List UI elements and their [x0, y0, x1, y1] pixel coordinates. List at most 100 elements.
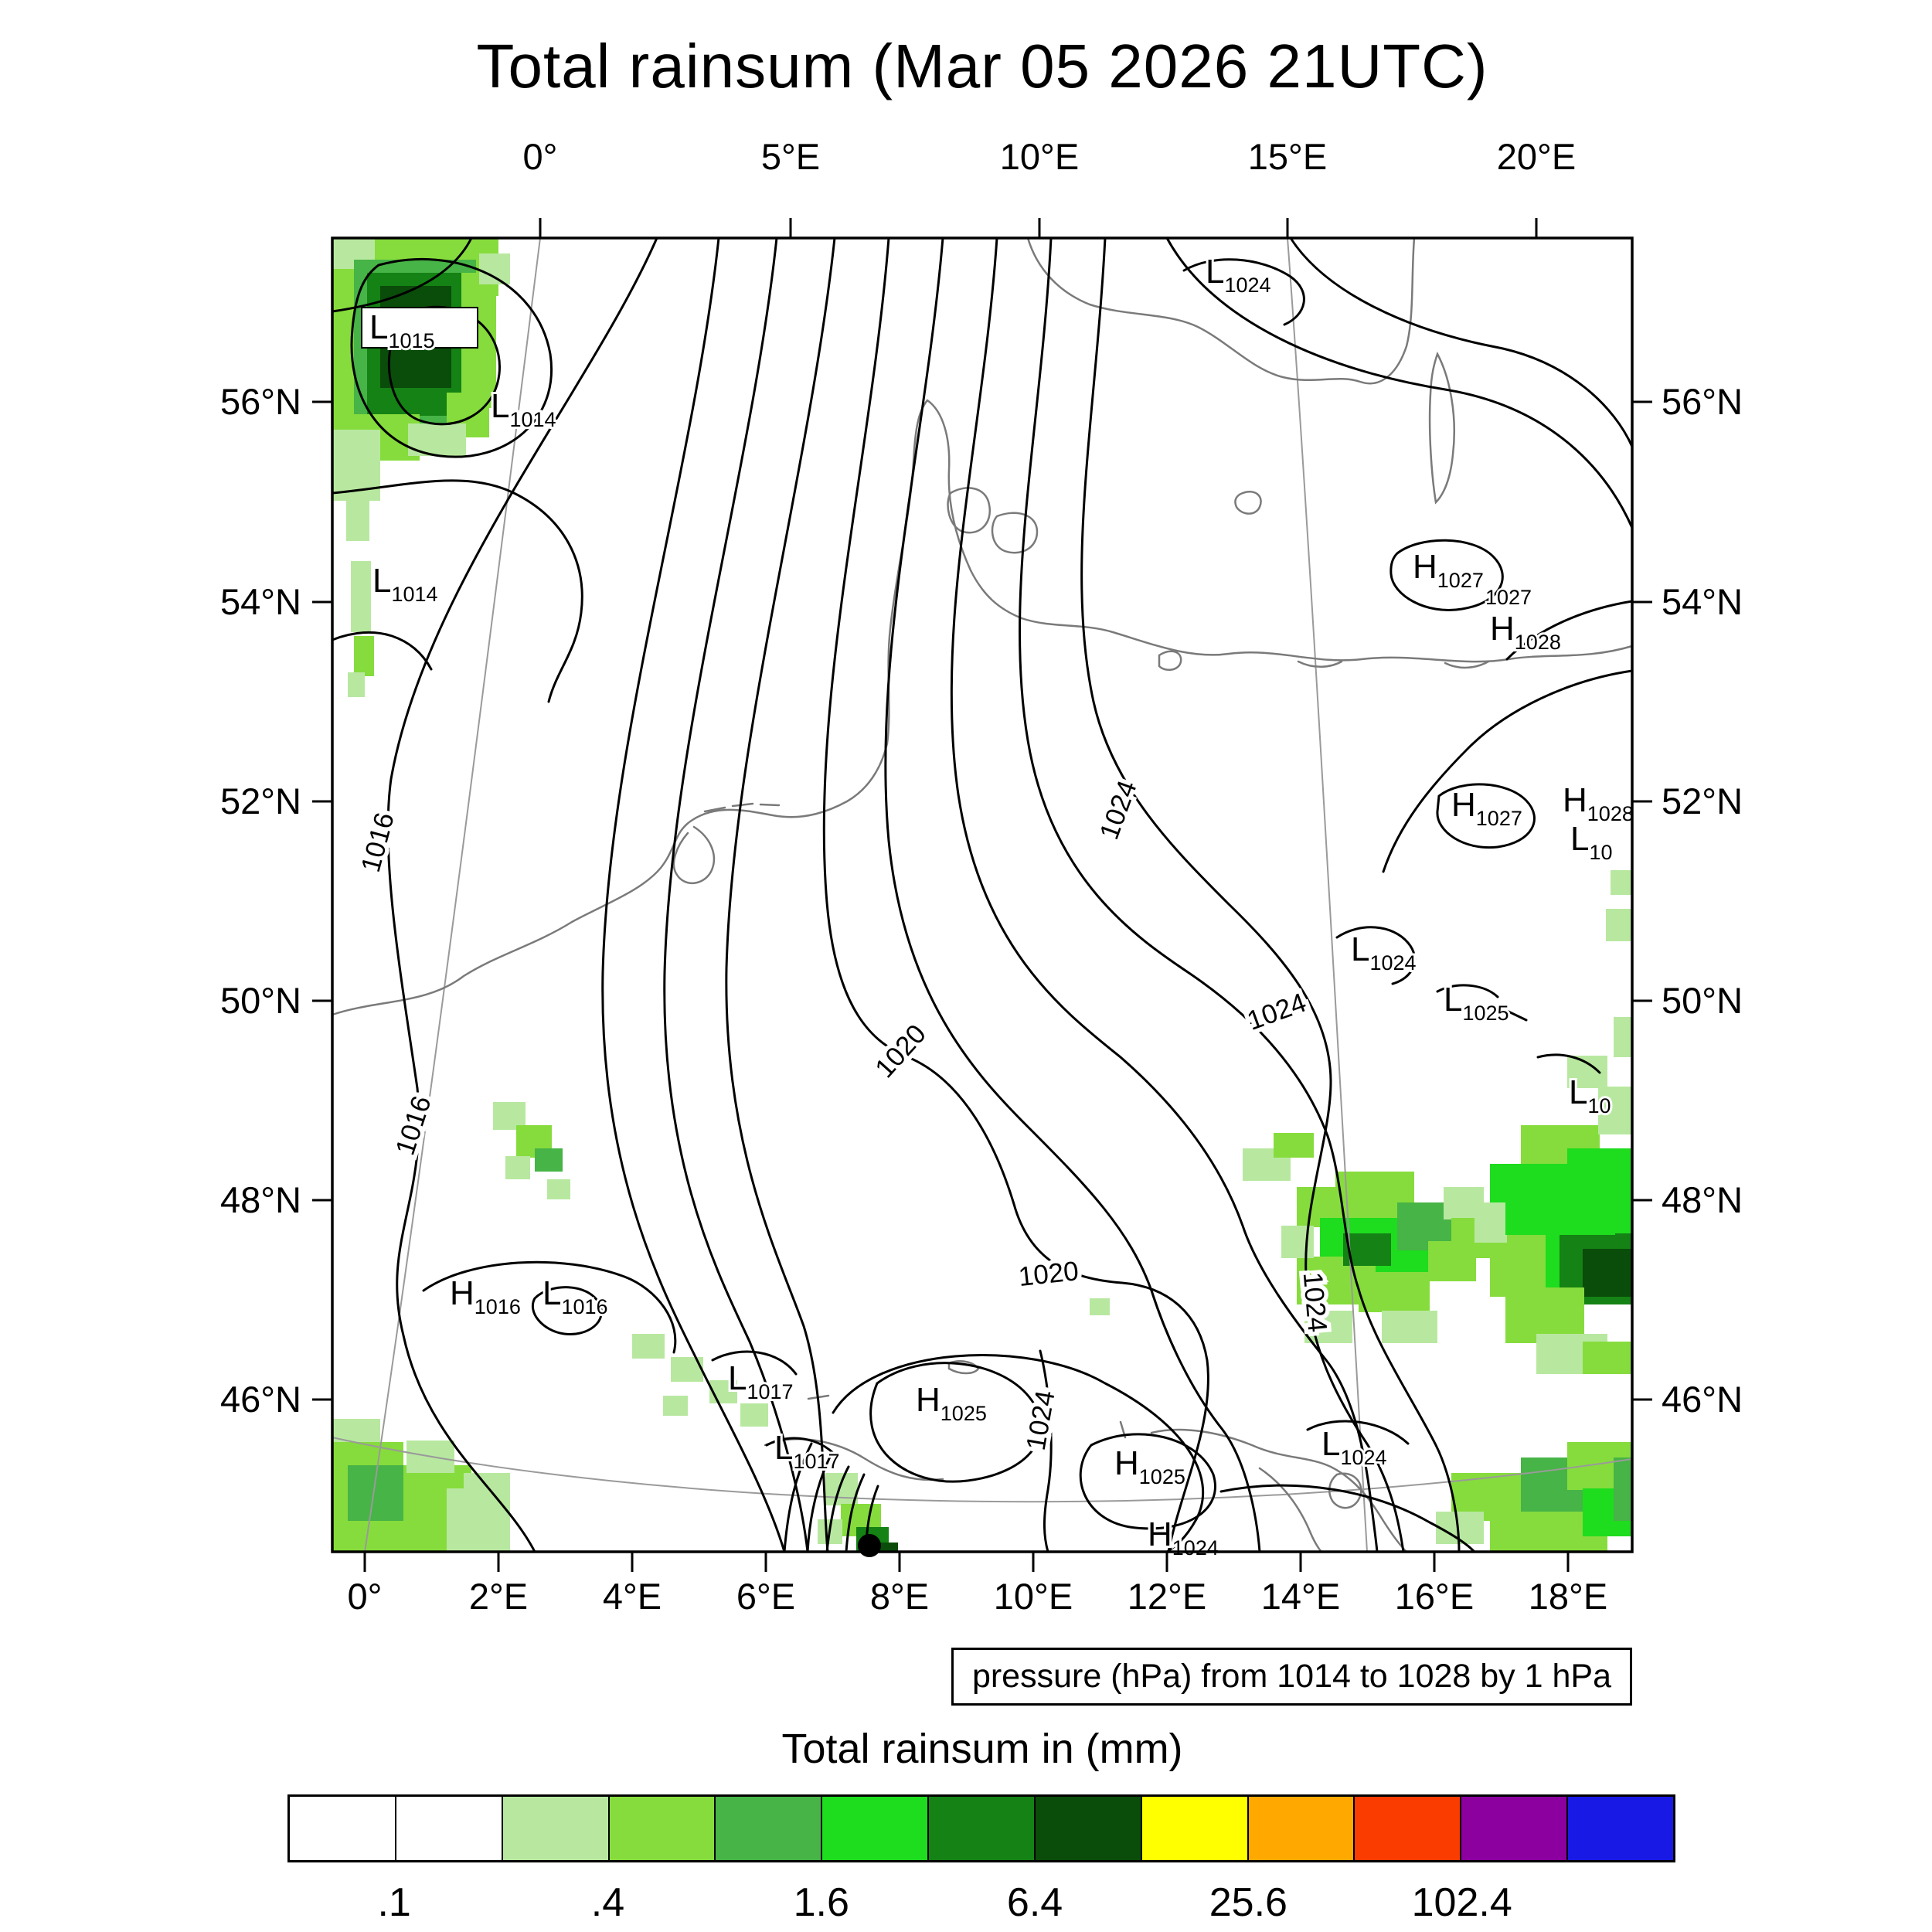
meridian-15e	[1287, 237, 1368, 1553]
rain-cell	[1274, 1133, 1314, 1158]
contour-knot	[858, 1534, 881, 1557]
colorbar-cell	[394, 1797, 502, 1860]
colorbar-tick-label: .4	[590, 1880, 625, 1925]
right-axis-label: 52°N	[1662, 781, 1743, 821]
rain-cell	[1611, 870, 1632, 895]
pressure-value-label: 1027	[1485, 586, 1532, 609]
colorbar-tick-label: 102.4	[1411, 1880, 1512, 1925]
colorbar-cell	[927, 1797, 1034, 1860]
rain-cell	[663, 1396, 688, 1416]
left-axis-label: 46°N	[219, 1379, 301, 1420]
rain-cell	[1583, 1342, 1632, 1374]
rain-cell	[1614, 1017, 1632, 1057]
colorbar-cell	[1460, 1797, 1567, 1860]
colorbar-cell	[501, 1797, 608, 1860]
rain-cell	[1090, 1298, 1110, 1315]
colorbar-cell	[1033, 1797, 1141, 1860]
bottom-axis-label: 6°E	[736, 1576, 796, 1617]
left-axis-label: 52°N	[219, 781, 301, 821]
contour-value-label: 1024	[1243, 988, 1311, 1036]
meridian-0e	[364, 237, 541, 1553]
low-pressure-marker: L10	[1570, 820, 1613, 864]
colorbar-cell	[1566, 1797, 1673, 1860]
colorbar-cell	[607, 1797, 715, 1860]
bottom-axis-label: 2°E	[468, 1576, 529, 1617]
colorbar-cell	[1140, 1797, 1247, 1860]
rain-cell	[348, 1465, 403, 1521]
bottom-axis-label: 10°E	[993, 1576, 1073, 1617]
colorbar-cell	[1353, 1797, 1461, 1860]
contour-value-label: 1016	[389, 1092, 437, 1158]
rain-cell	[1598, 1087, 1632, 1134]
high-pressure-marker: H1027	[1451, 786, 1522, 830]
right-axis-label: 56°N	[1662, 381, 1743, 422]
rain-cell	[535, 1148, 563, 1172]
rain-cell	[632, 1334, 665, 1359]
top-axis-label: 20°E	[1496, 136, 1577, 177]
parallel-45n	[332, 1437, 1633, 1503]
top-axis-label: 0°	[522, 136, 558, 177]
right-axis-label: 46°N	[1662, 1379, 1743, 1420]
right-axis-label: 50°N	[1662, 980, 1743, 1021]
low-pressure-marker: L1024	[1351, 930, 1417, 975]
contour-value-label: 1020	[869, 1019, 932, 1083]
contour-value-label: 1024	[1094, 777, 1143, 844]
right-axis-label: 48°N	[1662, 1179, 1743, 1220]
rain-cell	[348, 672, 365, 697]
axis-ticks	[312, 218, 1652, 1572]
rain-cell	[547, 1179, 570, 1199]
high-pressure-marker: H1027	[1413, 548, 1484, 592]
rain-cell	[1475, 1202, 1507, 1243]
graticule-lines	[332, 237, 1633, 1553]
rain-cell	[825, 1473, 858, 1505]
contour-value-label: 1024	[1021, 1388, 1061, 1452]
contour-value-label: 1016	[355, 809, 400, 875]
bottom-axis-label: 8°E	[869, 1576, 930, 1617]
pressure-marker-box	[361, 307, 478, 349]
rain-cell	[740, 1403, 768, 1427]
bottom-axis-label: 16°E	[1394, 1576, 1475, 1617]
contour-value-label: 1020	[1017, 1256, 1080, 1292]
colorbar-cell	[290, 1797, 395, 1860]
high-pressure-marker: H1028	[1563, 781, 1634, 825]
rain-cell	[1490, 1233, 1546, 1297]
map-frame	[331, 236, 1634, 1553]
colorbar-title: Total rainsum in (mm)	[781, 1726, 1183, 1772]
colorbar	[287, 1794, 1675, 1862]
high-pressure-marker: H1025	[916, 1381, 987, 1425]
left-axis-label: 54°N	[219, 581, 301, 622]
low-pressure-marker: L1017	[774, 1429, 840, 1473]
rain-cell	[1606, 909, 1632, 941]
page-title: Total rainsum (Mar 05 2026 21UTC)	[476, 32, 1488, 100]
contour-value-label: 1024	[1298, 1271, 1333, 1334]
colorbar-cell	[821, 1797, 928, 1860]
rain-cell	[1505, 1187, 1615, 1235]
low-pressure-marker: L1014	[491, 387, 556, 431]
bottom-axis-label: 14°E	[1260, 1576, 1341, 1617]
rain-cell	[354, 636, 374, 676]
top-axis-label: 10°E	[999, 136, 1080, 177]
bottom-axis-label: 4°E	[602, 1576, 662, 1617]
right-axis-label: 54°N	[1662, 581, 1743, 622]
rain-cell	[1614, 1458, 1632, 1521]
rain-cell	[346, 493, 369, 541]
top-axis-label: 15°E	[1247, 136, 1328, 177]
pressure-caption: pressure (hPa) from 1014 to 1028 by 1 hP…	[951, 1648, 1632, 1706]
low-pressure-marker: L1016	[543, 1274, 608, 1318]
bottom-axis-label: 12°E	[1127, 1576, 1207, 1617]
rain-cell	[351, 561, 371, 632]
rain-cell	[1359, 1272, 1430, 1312]
bottom-axis-label: 18°E	[1528, 1576, 1608, 1617]
colorbar-tick-label: 25.6	[1209, 1880, 1287, 1925]
top-axis-label: 5°E	[760, 136, 821, 177]
left-axis-label: 48°N	[219, 1179, 301, 1220]
low-pressure-marker: L1014	[372, 562, 438, 606]
high-pressure-marker: H1025	[1114, 1444, 1185, 1488]
colorbar-tick-label: 1.6	[793, 1880, 849, 1925]
colorbar-cell	[1247, 1797, 1354, 1860]
high-pressure-marker: H1016	[450, 1274, 521, 1318]
rain-cell	[505, 1156, 530, 1179]
